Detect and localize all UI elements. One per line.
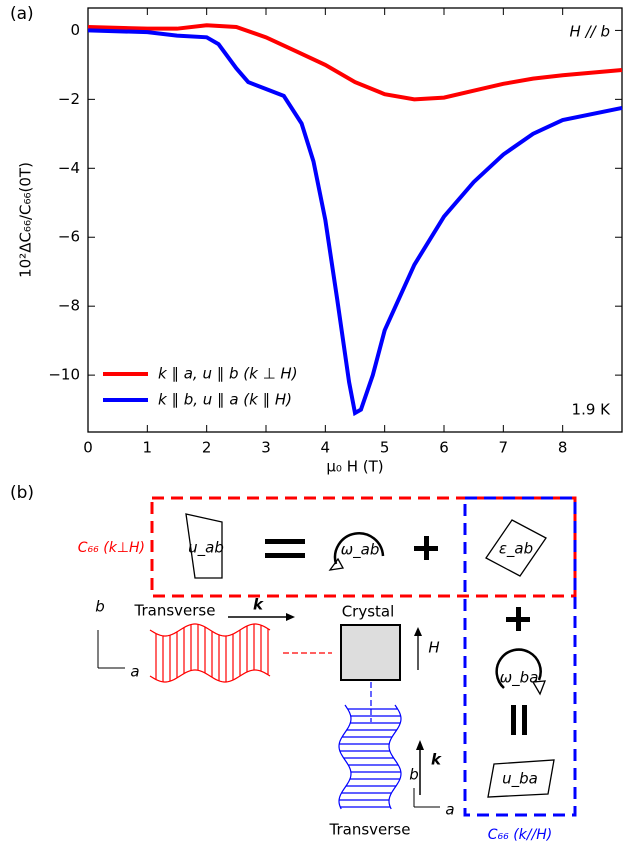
x-tick-label: 7 [499,439,509,457]
annotation: 1.9 K [572,401,612,419]
y-tick-label: −4 [58,159,80,177]
arrowhead [531,680,546,696]
annotation: H // b [570,23,610,41]
panel-label: (a) [10,4,34,24]
label: H [428,639,439,657]
arrowhead [416,740,424,750]
x-tick-label: 5 [380,439,390,457]
label: u_ba [502,770,538,789]
shape [487,759,555,798]
diagram: (b) C₆₆ (k⊥H) u_ab ω_ab ε_ab Transverse … [10,483,577,843]
plus [516,607,521,631]
panel-label: (b) [10,483,34,503]
shape [185,513,223,579]
x-tick-label: 3 [261,439,271,457]
wave [149,623,271,683]
label: Transverse [134,602,216,620]
data-line [87,23,623,102]
wave-edge [388,704,402,810]
wave [338,704,402,810]
arrowhead [328,557,345,571]
x-tick-label: 6 [439,439,449,457]
wave-edge [149,623,271,637]
arrowhead [286,613,295,621]
label: C₆₆ (k//H) [488,827,552,843]
wave-edge [338,704,352,810]
y-tick-label: −8 [58,297,80,315]
plot-frame [87,7,623,433]
arrowhead [414,627,422,636]
legend-label: k ∥ b, u ∥ a (k ∥ H) [158,391,292,409]
label: b [409,766,419,784]
label: ω_ab [341,541,380,560]
equals [265,553,305,558]
y-tick-label: 0 [70,21,80,39]
data-line [87,28,623,417]
label: b [95,598,105,616]
rotation-arrow [495,648,542,689]
equals [265,539,305,544]
y-axis-label: 10²ΔC₆₆/C₆₆(0T) [17,162,35,278]
x-tick-label: 1 [143,439,153,457]
x-tick-label: 0 [83,439,93,457]
y-tick-label: −2 [58,90,80,108]
dashed-box [150,496,577,598]
label: u_ab [188,539,224,558]
label: k [253,596,264,614]
label: Transverse [329,821,411,839]
legend-label: k ∥ a, u ∥ b (k ⊥ H) [158,365,298,383]
crystal [340,624,401,681]
label: Crystal [342,603,395,621]
rotation-arrow [333,532,385,565]
label: ε_ab [499,540,533,559]
label: k [431,751,442,769]
label: a [130,663,139,681]
x-tick-label: 2 [202,439,212,457]
shape [485,519,547,577]
y-tick-label: −6 [58,228,80,246]
label: a [445,801,454,819]
wave-edge [149,669,271,683]
equals [522,705,527,735]
x-tick-label: 4 [321,439,331,457]
label: C₆₆ (k⊥H) [78,540,145,556]
legend: k ∥ a, u ∥ b (k ⊥ H) k ∥ b, u ∥ a (k ∥ H) [103,365,298,409]
equals [511,705,516,735]
x-tick-label: 8 [558,439,568,457]
y-tick-label: −10 [48,366,80,384]
label: ω_ba [500,669,539,688]
x-axis-label: μ₀ H (T) [326,458,383,476]
plus [424,536,429,560]
dashed-box [463,496,577,817]
